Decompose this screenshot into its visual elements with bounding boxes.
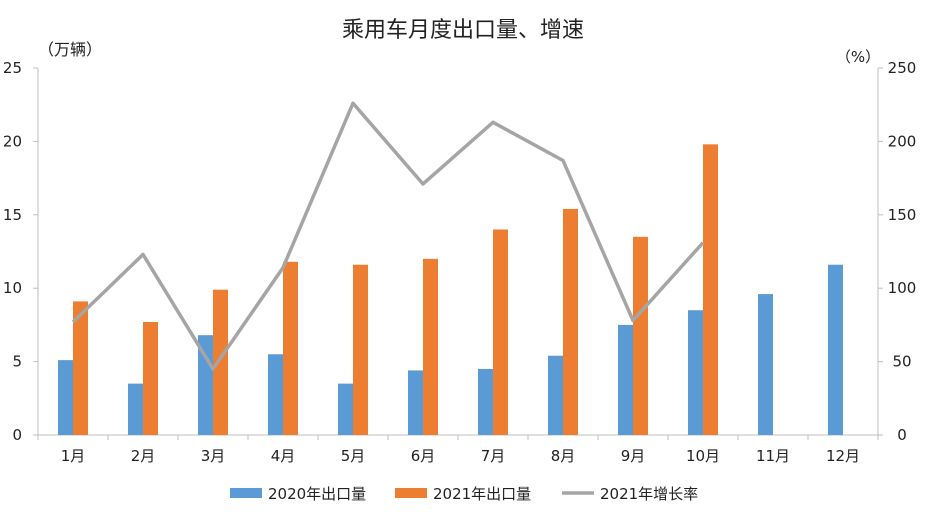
bar-2020-1	[58, 360, 73, 435]
chart-title: 乘用车月度出口量、增速	[342, 18, 584, 43]
bar-2021-8	[563, 208, 578, 435]
left-axis-tick-label: 10	[3, 279, 22, 297]
bar-2021-5	[353, 264, 368, 435]
legend-swatch-0	[230, 488, 262, 498]
bar-2020-6	[408, 370, 423, 435]
x-axis-tick-label: 7月	[481, 447, 506, 465]
bar-2020-10	[688, 310, 703, 435]
bar-2020-8	[548, 355, 563, 435]
x-axis-tick-label: 12月	[826, 447, 860, 465]
legend-label-1: 2021年出口量	[433, 485, 531, 503]
x-axis-tick-label: 6月	[411, 447, 436, 465]
growth-rate-line	[71, 101, 705, 371]
legend-label-0: 2020年出口量	[268, 485, 366, 503]
bar-2021-6	[423, 258, 438, 435]
bar-2020-9	[618, 324, 633, 435]
right-axis-unit: （%）	[836, 48, 880, 66]
bar-2021-3	[213, 289, 228, 435]
bar-2021-9	[633, 236, 648, 435]
bar-2020-12	[828, 264, 843, 435]
x-axis-tick-label: 2月	[131, 447, 156, 465]
bar-2021-2	[143, 321, 158, 435]
left-axis-unit: （万辆）	[38, 40, 102, 59]
legend-label-2: 2021年增长率	[600, 485, 698, 503]
left-axis-tick-label: 0	[12, 426, 22, 444]
x-axis-tick-label: 5月	[341, 447, 366, 465]
x-axis-tick-label: 1月	[61, 447, 86, 465]
legend: 2020年出口量 2021年出口量 2021年增长率	[230, 485, 698, 503]
right-axis-tick-label: 100	[888, 279, 917, 297]
left-axis-tick-label: 25	[3, 59, 22, 77]
right-axis-tick-label: 200	[888, 132, 917, 150]
bar-2020-11	[758, 294, 773, 435]
left-axis-tick-label: 5	[12, 353, 22, 371]
left-axis-tick-label: 20	[3, 132, 22, 150]
right-axis-tick-label: 250	[888, 59, 917, 77]
bar-2020-5	[338, 383, 353, 435]
x-axis-tick-label: 9月	[621, 447, 646, 465]
x-axis-tick-label: 3月	[201, 447, 226, 465]
bar-2021-1	[73, 301, 88, 435]
bar-2021-10	[703, 144, 718, 435]
bar-2021-7	[493, 229, 508, 435]
x-axis-tick-label: 11月	[756, 447, 790, 465]
bar-2020-4	[268, 354, 283, 435]
right-axis-tick-label: 50	[892, 353, 911, 371]
x-axis-tick-label: 8月	[551, 447, 576, 465]
x-axis-tick-label: 4月	[271, 447, 296, 465]
bar-2020-7	[478, 368, 493, 435]
bar-2020-2	[128, 383, 143, 435]
right-axis-tick-label: 150	[888, 206, 917, 224]
right-axis-tick-label: 0	[897, 426, 907, 444]
x-axis-tick-label: 10月	[686, 447, 720, 465]
legend-swatch-1	[395, 488, 427, 498]
left-axis-tick-label: 15	[3, 206, 22, 224]
bar-2021-4	[283, 261, 298, 435]
